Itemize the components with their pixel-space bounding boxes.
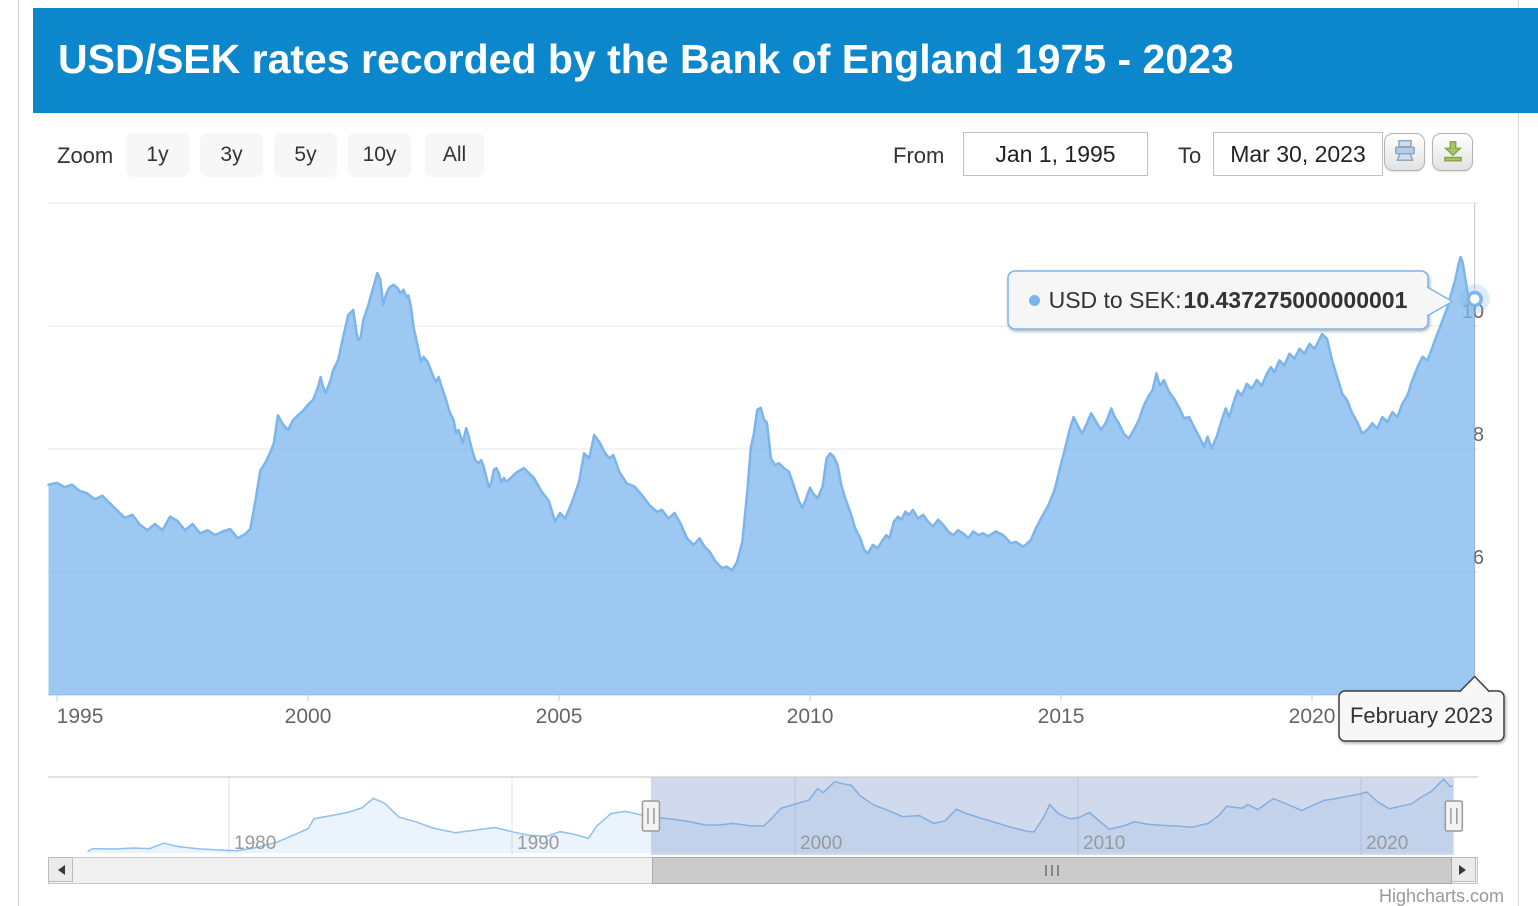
title-bar: USD/SEK rates recorded by the Bank of En… (33, 8, 1538, 113)
printer-icon (1392, 138, 1418, 167)
y-axis-label: 8 (1473, 424, 1484, 446)
crosshair-date-label: February 2023 (1350, 703, 1493, 728)
from-label: From (893, 143, 945, 168)
navigator-handle-right[interactable] (1444, 800, 1464, 832)
to-label: To (1178, 143, 1202, 168)
navigator-axis-label: 1980 (234, 833, 276, 854)
navigator-series-line (87, 778, 1453, 853)
arrow-right-icon (1459, 864, 1471, 875)
range-button-1y[interactable]: 1y (126, 133, 189, 177)
zoom-label: Zoom (57, 143, 114, 168)
series-line (47, 255, 1476, 572)
navigator-axis-label: 2000 (800, 833, 842, 854)
to-date-input[interactable]: Mar 30, 2023 (1213, 132, 1383, 176)
page-left-border (18, 0, 19, 906)
scrollbar-right-button[interactable] (1451, 857, 1476, 882)
page-title: USD/SEK rates recorded by the Bank of En… (58, 36, 1234, 82)
range-button-10y[interactable]: 10y (348, 133, 411, 177)
page-right-border (1518, 0, 1519, 906)
download-icon (1440, 138, 1466, 167)
navigator-handle-left[interactable] (641, 800, 661, 832)
range-button-all[interactable]: All (425, 133, 484, 177)
scrollbar-thumb[interactable] (651, 857, 1452, 884)
range-button-5y[interactable]: 5y (274, 133, 337, 177)
y-axis-label: 6 (1473, 547, 1484, 569)
series-point-marker[interactable] (1466, 290, 1483, 308)
scrollbar-left-button[interactable] (48, 857, 73, 882)
x-axis-label: 2020 (1289, 705, 1336, 728)
x-axis-label: 2000 (285, 705, 332, 728)
print-button[interactable] (1384, 133, 1425, 171)
x-axis-label: 2005 (536, 705, 583, 728)
from-date-input[interactable]: Jan 1, 1995 (963, 132, 1148, 176)
x-axis-label: 1995 (57, 705, 104, 728)
navigator-axis-label: 2010 (1083, 833, 1125, 854)
range-button-3y[interactable]: 3y (200, 133, 263, 177)
grip-icon (1044, 865, 1047, 876)
navigator-selected-mask[interactable] (650, 777, 1454, 855)
arrow-left-icon (53, 864, 65, 875)
navigator-axis-label: 1990 (517, 833, 559, 854)
series-area (48, 257, 1475, 695)
x-axis-label: 2010 (787, 705, 834, 728)
download-button[interactable] (1432, 133, 1473, 171)
tooltip-box (1007, 270, 1429, 330)
highcharts-credit-link[interactable]: Highcharts.com (1378, 886, 1504, 906)
x-axis-label: 2015 (1038, 705, 1085, 728)
crosshair-label-box (1338, 690, 1505, 742)
navigator-series-area (87, 779, 1453, 853)
navigator-axis-label: 2020 (1366, 833, 1408, 854)
